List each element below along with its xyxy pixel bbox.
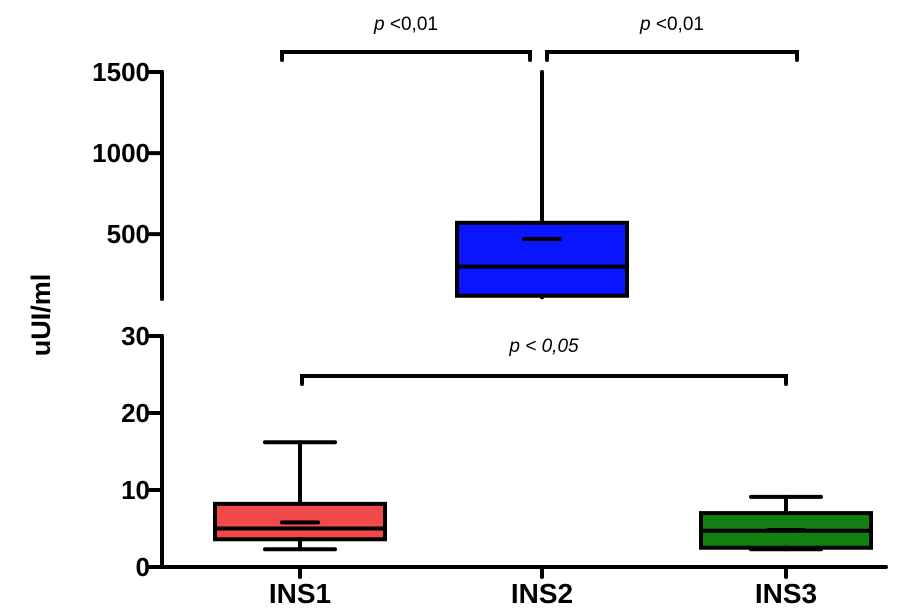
box-iqr	[455, 220, 629, 298]
significance-label: p <0,01	[639, 14, 704, 35]
y-tick-label: 20	[121, 398, 150, 428]
y-tick-label: 1000	[92, 138, 150, 168]
box-ins3	[699, 494, 873, 552]
significance-bracket: p <0,01	[280, 14, 532, 62]
significance-label-value: <0,01	[651, 14, 704, 35]
bracket-line	[545, 50, 799, 62]
bracket-line	[280, 50, 532, 62]
y-tick-label: 30	[121, 321, 150, 351]
significance-bracket: p < 0,05	[300, 336, 788, 386]
bracket-line	[300, 374, 788, 386]
x-tick-label: INS2	[511, 578, 573, 609]
y-tick-label: 500	[107, 219, 150, 249]
axes-group: 0 10 20 30 500 1000 1500 INS1 INS2 INS3	[92, 57, 888, 609]
box-ins2	[455, 70, 629, 300]
boxes-group	[213, 70, 873, 552]
y-axis-label: uUI/ml	[26, 274, 56, 357]
significance-label-italic: p < 0,05	[508, 336, 579, 357]
x-tick-label: INS1	[269, 578, 331, 609]
significance-label-italic: p	[639, 14, 651, 35]
significance-bracket: p <0,01	[545, 14, 799, 62]
x-tick-label: INS3	[755, 578, 817, 609]
significance-label: p < 0,05	[508, 336, 579, 357]
significance-label: p <0,01	[373, 14, 438, 35]
y-tick-label: 1500	[92, 57, 150, 87]
y-tick-label: 0	[136, 552, 150, 582]
y-tick-label: 10	[121, 475, 150, 505]
significance-label-value: <0,01	[385, 14, 438, 35]
box-ins1	[213, 440, 387, 552]
significance-label-italic: p	[373, 14, 385, 35]
significance-group: p <0,01 p <0,01p < 0,05	[280, 14, 799, 386]
